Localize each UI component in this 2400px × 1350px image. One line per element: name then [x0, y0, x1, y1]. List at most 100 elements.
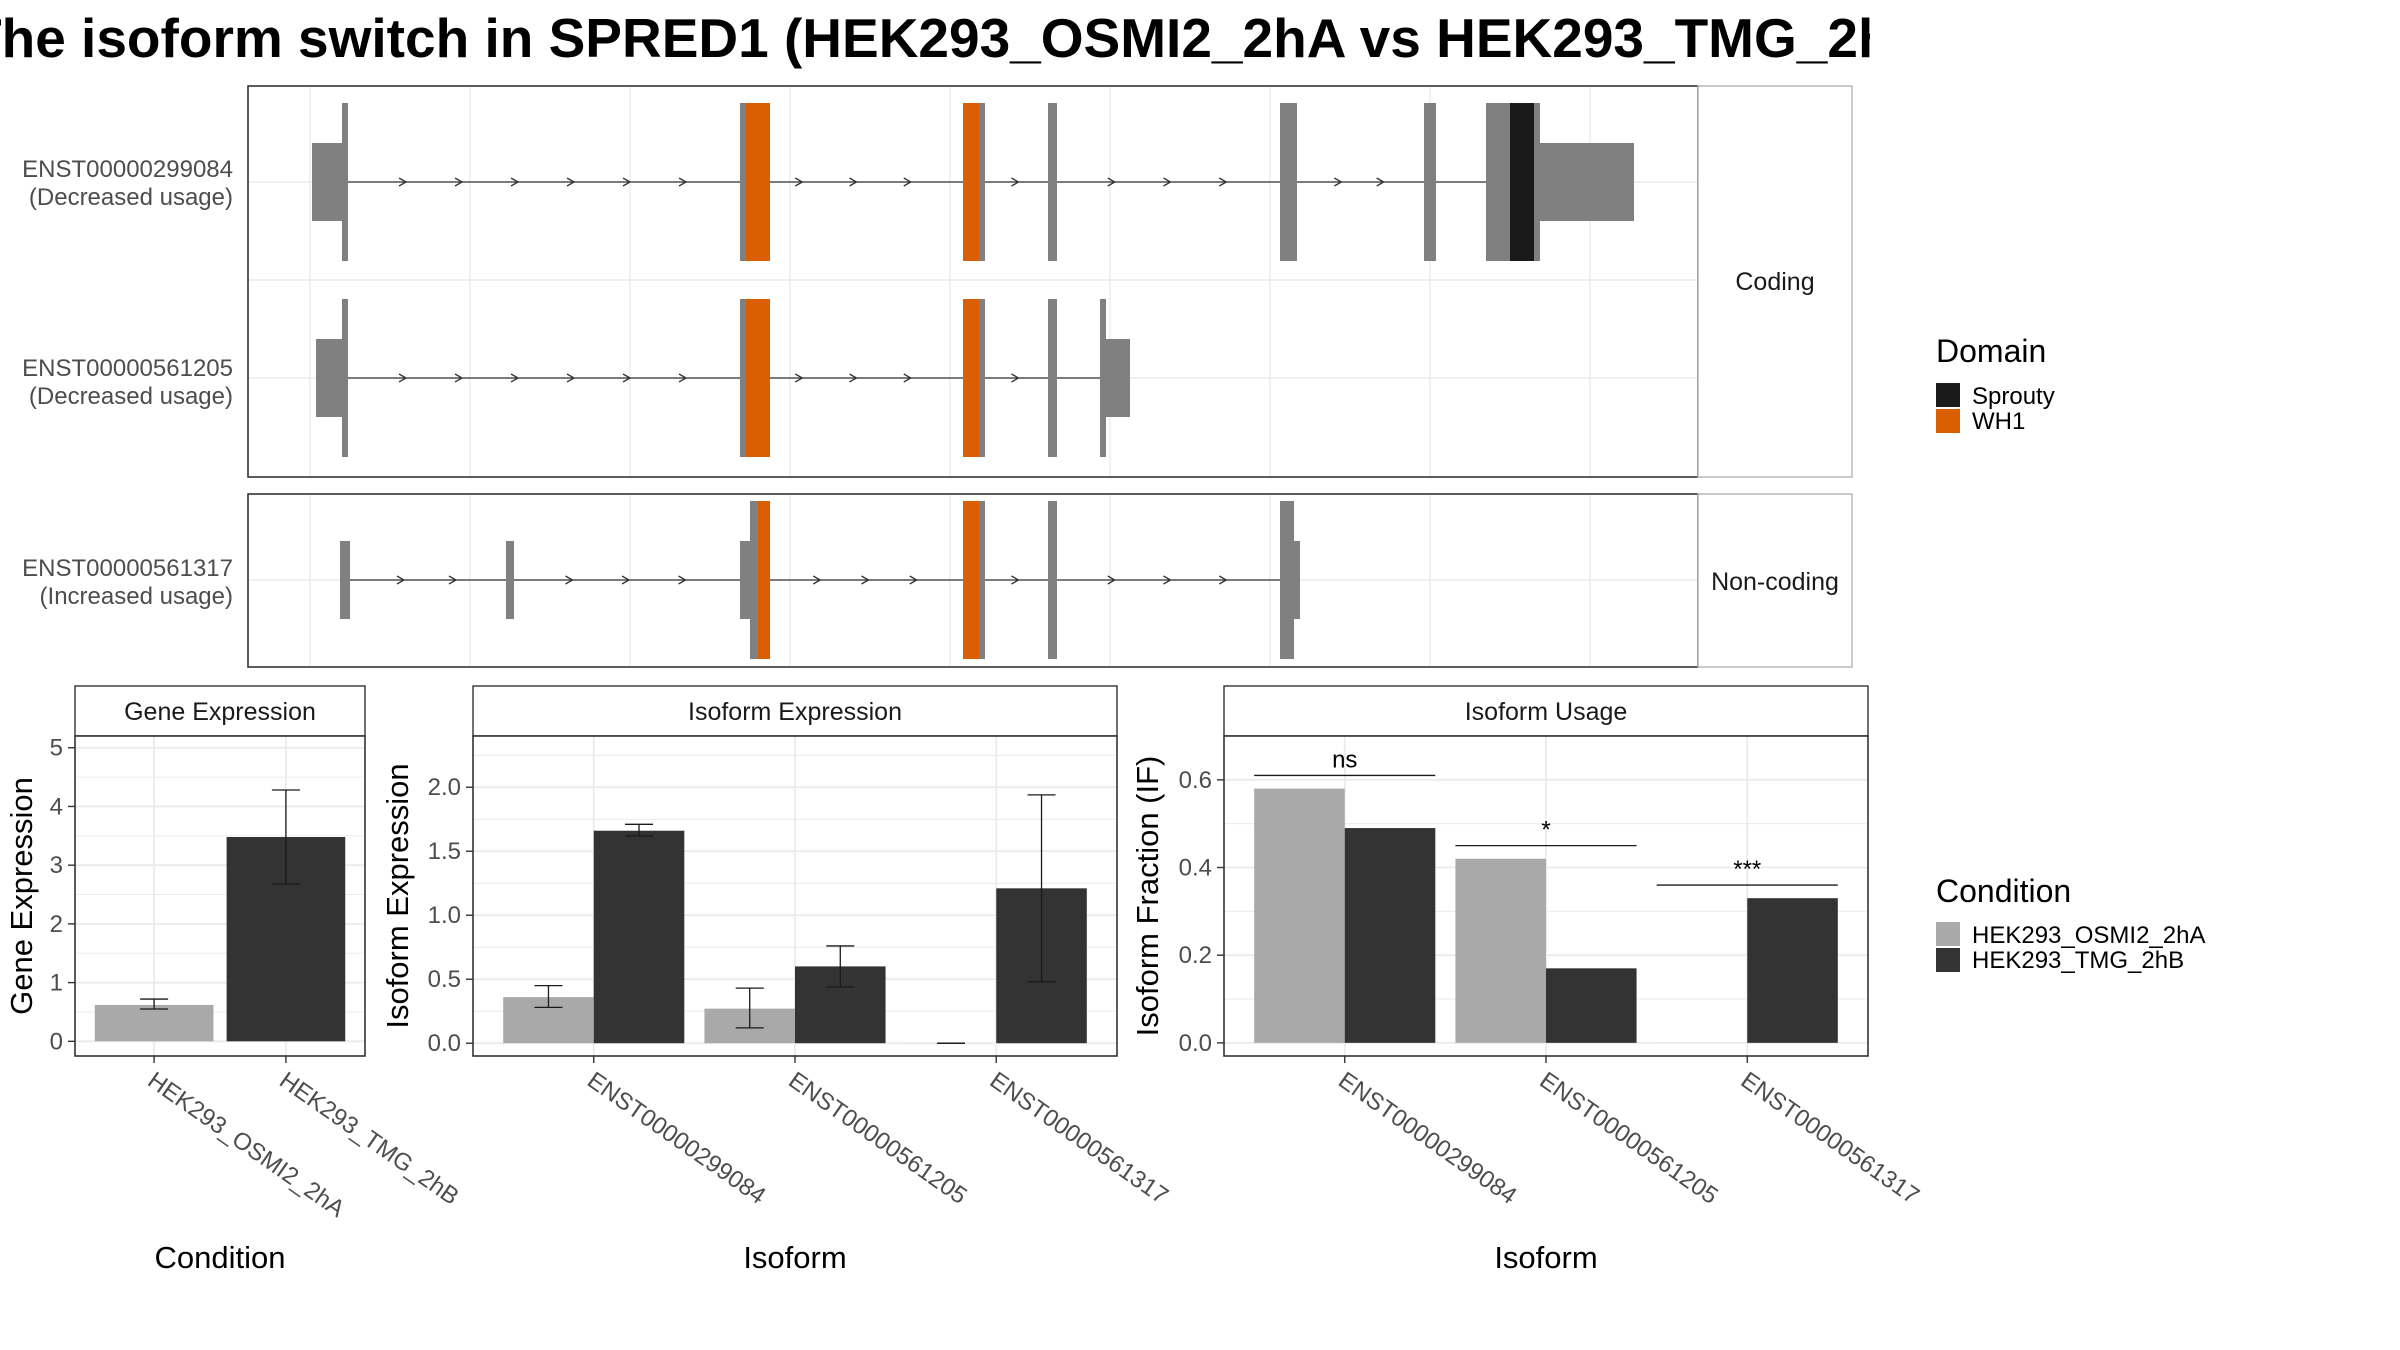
- iso-usage-ytick-label-1: 0.2: [1179, 942, 1212, 969]
- intron-arrow-t1-1-4: [566, 177, 576, 187]
- iso-expr-xtick-label-2: ENST00000561317: [985, 1067, 1173, 1210]
- exon-t3-1: [506, 541, 514, 619]
- gene-expr-ytick-label-5: 5: [50, 735, 63, 762]
- intron-arrow-t3-0-2: [448, 575, 458, 585]
- iso-usage-bar-s1-1: [1546, 968, 1637, 1043]
- iso-usage-sig-label-2: ***: [1733, 856, 1761, 883]
- legend-label-sprouty: Sprouty: [1972, 383, 2055, 410]
- intron-arrow-t3-1-3: [678, 575, 687, 585]
- intron-arrow-t1-1-3: [510, 177, 520, 187]
- wh1-domain-t3-4: [758, 501, 770, 659]
- utr-exon-t2-8: [1106, 339, 1130, 417]
- isoform-usage-significance: ns****: [1254, 746, 1838, 886]
- wh1-domain-t2-4: [963, 299, 979, 457]
- iso-usage-bar-s1-0: [1344, 828, 1436, 1043]
- gene-expression-bars: [94, 789, 346, 1042]
- iso-usage-xtick-label-2: ENST00000561317: [1736, 1067, 1924, 1210]
- intron-arrow-t3-6-1: [1011, 575, 1020, 585]
- intron-arrow-t2-1-1: [398, 373, 408, 383]
- exon-t1-11: [1534, 103, 1540, 261]
- intron-arrow-t2-3-2: [849, 373, 858, 383]
- intron-arrow-t1-7-1: [1334, 177, 1343, 187]
- gene-expr-bar-0: [94, 1004, 214, 1042]
- utr-exon-t2-0: [316, 339, 342, 417]
- exon-t3-6: [979, 501, 985, 659]
- legend-label-condA: HEK293_OSMI2_2hA: [1972, 922, 2205, 949]
- exon-t1-3: [740, 103, 746, 261]
- transcript-label-3-id: ENST00000561317: [22, 555, 233, 582]
- intron-arrow-t1-1-1: [398, 177, 408, 187]
- iso-expr-bar-s1-0: [593, 830, 685, 1044]
- legend-swatch-condB: [1936, 948, 1960, 972]
- iso-expr-ytick-label-1: 0.5: [428, 966, 461, 993]
- gene-expr-ytick-label-1: 1: [50, 970, 63, 997]
- gene-expr-ytick-label-3: 3: [50, 852, 63, 879]
- intron-arrow-t3-0-1: [396, 575, 406, 585]
- gene-expr-ytick-label-2: 2: [50, 911, 63, 938]
- iso-expr-xtick-label-1: ENST00000561205: [784, 1067, 972, 1210]
- intron-arrow-t3-4-3: [909, 575, 919, 585]
- gene-expression-y-ticks: 0 1 2 3 4 5: [50, 735, 75, 1055]
- intron-arrow-t1-5-1: [1011, 177, 1020, 187]
- legend-swatch-wh1: [1936, 409, 1960, 433]
- gene-expression-border: [74, 735, 366, 1057]
- iso-expr-ytick-label-2: 1.0: [428, 902, 461, 929]
- intron-arrow-t2-3-3: [903, 373, 913, 383]
- gene-expr-ytick-label-0: 0: [50, 1028, 63, 1055]
- figure-title: The isoform switch in SPRED1 (HEK293_OSM…: [0, 7, 1950, 69]
- noncoding-strip: [1697, 493, 1853, 668]
- gene-expression-strip-title: Gene Expression: [124, 698, 316, 726]
- iso-expr-ytick-label-3: 1.5: [428, 838, 461, 865]
- exon-t3-2: [740, 541, 752, 619]
- isoform-usage-y-ticks: 0.0 0.2 0.4 0.6: [1179, 767, 1224, 1057]
- intron-arrow-t1-6-2: [1163, 177, 1172, 187]
- isoform-usage-y-title: Isoform Fraction (IF): [1130, 756, 1165, 1037]
- iso-usage-ytick-label-3: 0.6: [1179, 767, 1212, 794]
- intron-arrow-t2-5-1: [1011, 373, 1020, 383]
- isoform-usage-strip-title: Isoform Usage: [1465, 698, 1628, 726]
- transcript-label-1-id: ENST00000299084: [22, 156, 233, 183]
- iso-usage-xtick-label-0: ENST00000299084: [1333, 1067, 1521, 1210]
- isoform-expression-strip-title: Isoform Expression: [688, 698, 902, 726]
- sprouty-domain-t1-10: [1510, 103, 1534, 261]
- intron-arrow-t2-1-5: [622, 373, 632, 383]
- legend-label-condB: HEK293_TMG_2hB: [1972, 947, 2184, 974]
- isoform-usage-x-ticks: ENST00000299084 ENST00000561205 ENST000005…: [1333, 1056, 1924, 1210]
- isoform-expression-x-title: Isoform: [743, 1240, 846, 1275]
- intron-arrow-t1-6-1: [1107, 177, 1117, 187]
- exon-t1-9: [1486, 103, 1510, 261]
- exon-t3-0: [340, 541, 350, 619]
- wh1-domain-t1-4: [963, 103, 979, 261]
- intron-arrow-t3-4-2: [861, 575, 870, 585]
- condition-legend-title: Condition: [1936, 873, 2071, 909]
- iso-expr-ytick-label-0: 0.0: [428, 1030, 461, 1057]
- utr-exon-t1-12: [1540, 143, 1634, 221]
- legend-swatch-sprouty: [1936, 383, 1960, 407]
- exon-t3-9: [1294, 541, 1300, 619]
- intron-arrow-t1-1-2: [454, 177, 464, 187]
- exon-t2-5: [979, 299, 985, 457]
- isoform-usage-chart: Isoform Usage ns**** 0.00.20.40.6 ENST00…: [1130, 685, 1924, 1275]
- isoform-expression-bars: [503, 794, 1087, 1044]
- exon-t2-3: [740, 299, 746, 457]
- iso-expr-xtick-label-0: ENST00000299084: [582, 1067, 770, 1210]
- isoform-expression-chart: Isoform Expression 0.0 0.5 1.0 1.5 2.0 ENST0…: [380, 685, 1173, 1275]
- coding-strip: [1697, 85, 1853, 478]
- intron-arrow-t1-3-3: [903, 177, 913, 187]
- iso-usage-sig-label-1: *: [1541, 817, 1550, 844]
- iso-usage-xtick-label-1: ENST00000561205: [1535, 1067, 1723, 1210]
- gene-expression-x-title: Condition: [155, 1240, 286, 1275]
- wh1-domain-t3-5: [963, 501, 979, 659]
- intron-arrow-t1-7-2: [1376, 177, 1385, 187]
- intron-arrow-t3-1-1: [565, 575, 574, 585]
- exon-t3-8: [1280, 501, 1294, 659]
- intron-arrow-t3-1-2: [621, 575, 631, 585]
- iso-usage-sig-label-0: ns: [1332, 746, 1357, 773]
- iso-usage-ytick-label-0: 0.0: [1179, 1030, 1212, 1057]
- noncoding-structure-panel: Non-coding: [247, 493, 1853, 668]
- intron-arrow-t2-1-4: [566, 373, 576, 383]
- transcript-labels: ENST00000299084 (Decreased usage) ENST00…: [22, 156, 233, 610]
- iso-expr-ytick-label-4: 2.0: [428, 774, 461, 801]
- isoform-expression-x-ticks: ENST00000299084 ENST00000561205 ENST000005…: [582, 1056, 1173, 1210]
